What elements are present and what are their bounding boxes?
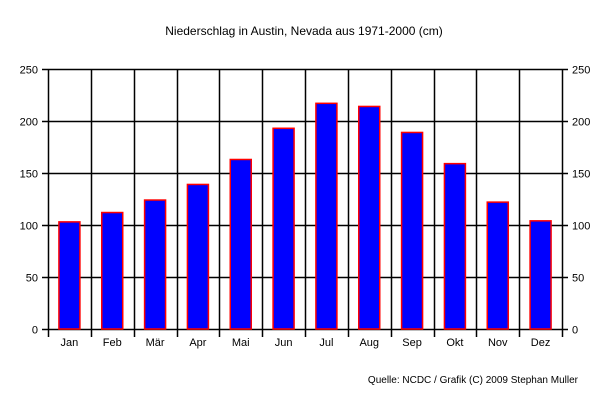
x-tick-label: Jul: [319, 337, 333, 349]
source-note: Quelle: NCDC / Grafik (C) 2009 Stephan M…: [368, 375, 579, 386]
x-tick-label: Apr: [189, 337, 206, 349]
y-tick-label-left: 150: [20, 169, 38, 181]
y-tick-label-right: 0: [572, 325, 578, 337]
bars: [58, 102, 552, 330]
chart-title: Niederschlag in Austin, Nevada aus 1971-…: [165, 24, 443, 38]
bar-Nov: [486, 201, 509, 330]
bar-Aug: [358, 105, 381, 330]
x-tick-label: Sep: [402, 337, 422, 349]
x-tick-label: Mär: [146, 337, 165, 349]
bar-Sep: [400, 131, 424, 330]
x-tick-label: Dez: [531, 337, 551, 349]
y-tick-label-left: 100: [20, 221, 38, 233]
y-tick-label-left: 0: [32, 325, 38, 337]
x-tick-label: Jun: [275, 337, 293, 349]
axes: 0 0 50 50 100 100 150 150 200 200 250 250 Jan Feb Mär A…: [20, 65, 591, 350]
grid: [42, 68, 568, 337]
y-tick-label-left: 250: [20, 65, 38, 77]
x-tick-label: Nov: [488, 337, 508, 349]
x-tick-label: Mai: [232, 337, 250, 349]
y-tick-label-right: 250: [572, 65, 590, 77]
bar-Jan: [58, 221, 81, 330]
y-tick-label-left: 50: [26, 273, 38, 285]
bar-Jun: [272, 127, 295, 330]
bar-Mär: [143, 199, 167, 330]
y-tick-label-right: 50: [572, 273, 584, 285]
x-tick-label: Jan: [61, 337, 79, 349]
x-tick-label: Aug: [359, 337, 379, 349]
bar-Okt: [443, 162, 467, 330]
x-tick-label: Okt: [446, 337, 463, 349]
y-tick-label-right: 100: [572, 221, 590, 233]
bar-Jul: [315, 102, 338, 330]
bar-Apr: [186, 183, 210, 330]
x-tick-label: Feb: [103, 337, 122, 349]
bar-Dez: [529, 220, 552, 330]
y-tick-label-right: 200: [572, 117, 590, 129]
y-tick-label-right: 150: [572, 169, 590, 181]
y-tick-label-left: 200: [20, 117, 38, 129]
bar-Feb: [101, 211, 124, 330]
bar-Mai: [229, 158, 252, 330]
